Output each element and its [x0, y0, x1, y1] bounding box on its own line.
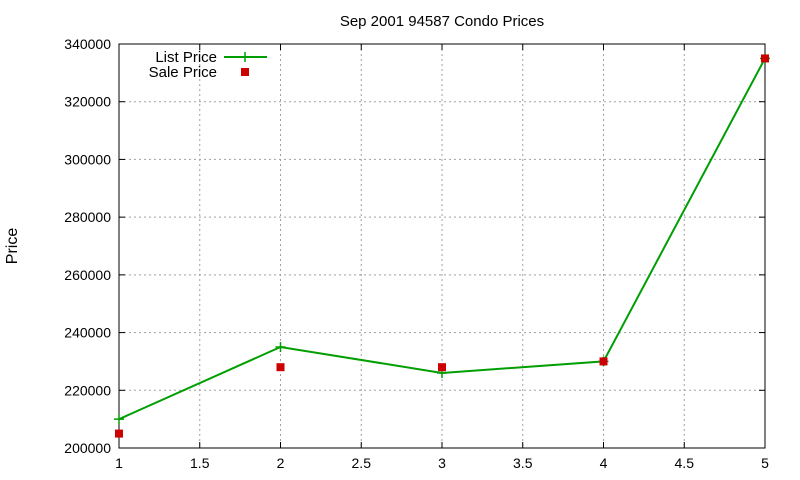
y-tick-label: 220000: [64, 382, 111, 398]
y-tick-label: 200000: [64, 440, 111, 456]
grid: [119, 44, 765, 448]
y-tick-label: 280000: [64, 209, 111, 225]
y-tick-label: 300000: [64, 151, 111, 167]
series: [114, 53, 770, 438]
x-tick-label: 2: [277, 455, 285, 471]
y-tick-label: 340000: [64, 36, 111, 52]
x-tick-label: 3.5: [513, 455, 533, 471]
x-tick-label: 1: [115, 455, 123, 471]
y-tick-label: 320000: [64, 94, 111, 110]
legend-label: List Price: [155, 49, 217, 66]
legend-label: Sale Price: [149, 64, 217, 81]
x-tick-label: 5: [761, 455, 769, 471]
y-tick-label: 260000: [64, 267, 111, 283]
x-tick-label: 4: [600, 455, 608, 471]
y-axis-label: Price: [4, 228, 21, 265]
sale-price-point: [761, 54, 769, 63]
sale-price-point: [276, 363, 285, 372]
sale-price-point: [599, 357, 608, 366]
x-tick-label: 2.5: [352, 455, 372, 471]
sale-price-point: [438, 363, 446, 372]
legend-swatch-point: [241, 68, 249, 76]
x-tick-label: 1.5: [190, 455, 210, 471]
y-tick-label: 240000: [64, 325, 111, 341]
axis-ticks: 1 1.5 2 2.5 3 3.5 4 4.5 5 200000 220000 240000 26000…: [64, 36, 769, 471]
x-tick-label: 3: [438, 455, 446, 471]
sale-price-point: [115, 429, 123, 438]
chart-title: Sep 2001 94587 Condo Prices: [340, 13, 544, 30]
x-tick-label: 4.5: [675, 455, 695, 471]
